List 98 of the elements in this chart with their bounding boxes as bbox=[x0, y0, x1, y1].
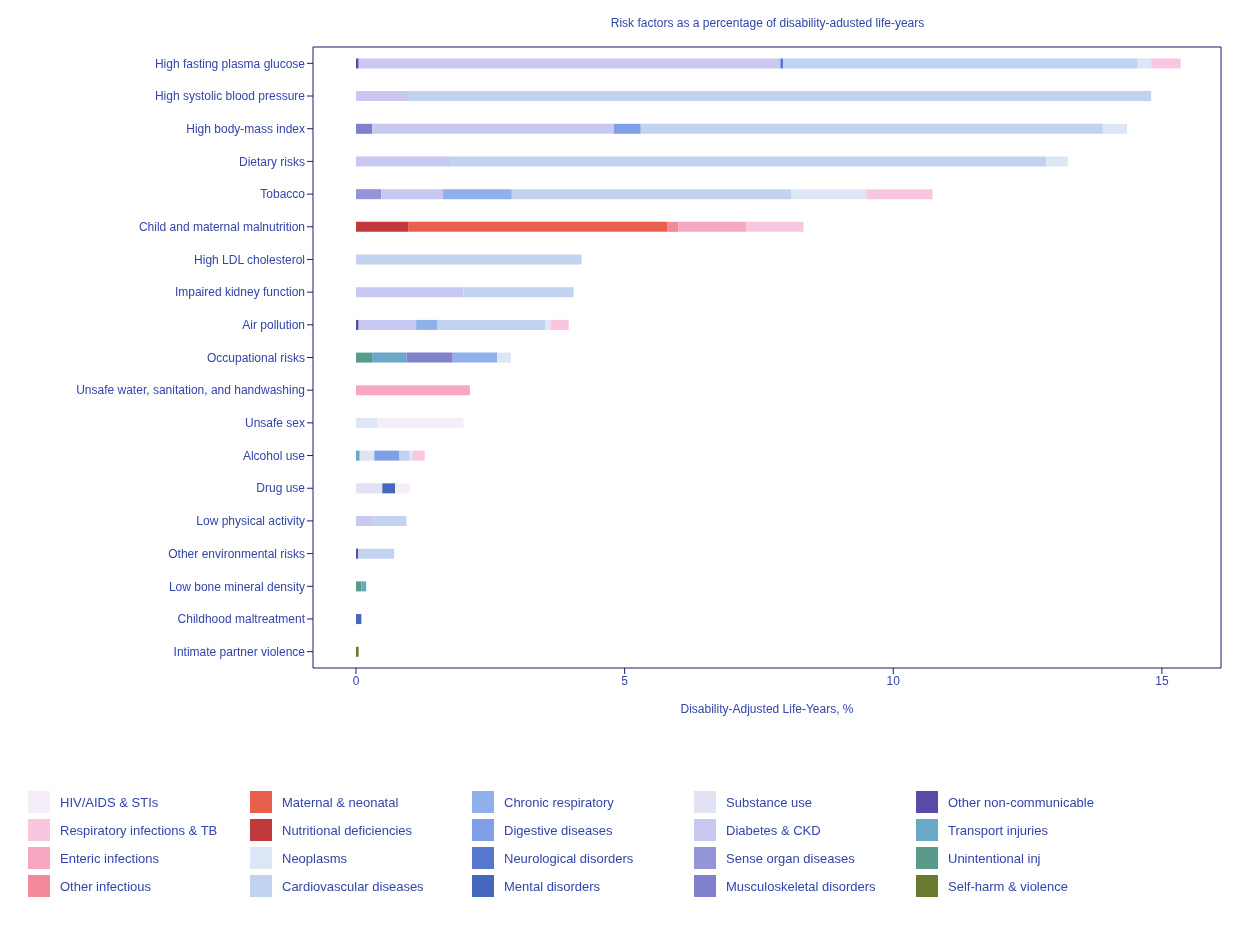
legend-label: Cardiovascular diseases bbox=[282, 878, 424, 894]
y-tick-label: Drug use bbox=[256, 481, 306, 496]
bar bbox=[783, 58, 1138, 69]
bar bbox=[780, 58, 784, 69]
chart-title: Risk factors as a percentage of disability-adusted life-years bbox=[609, 15, 926, 32]
legend-label: Other infectious bbox=[60, 878, 152, 894]
bar bbox=[355, 483, 383, 494]
bar bbox=[355, 417, 378, 428]
bar bbox=[511, 189, 792, 200]
bar bbox=[1151, 58, 1181, 69]
bar bbox=[382, 483, 396, 494]
y-tick-label: High systolic blood pressure bbox=[154, 89, 306, 104]
bar bbox=[1046, 156, 1068, 167]
y-tick-label: High body-mass index bbox=[186, 121, 305, 136]
legend-label: Neurological disorders bbox=[504, 850, 634, 866]
bar bbox=[374, 450, 400, 461]
bar bbox=[408, 221, 668, 232]
bar bbox=[1102, 123, 1127, 134]
bar bbox=[667, 221, 679, 232]
x-tick-label: 5 bbox=[621, 673, 629, 688]
bar bbox=[361, 581, 367, 592]
bar bbox=[355, 221, 409, 232]
legend-label: Other non-communicable bbox=[948, 794, 1094, 810]
y-tick-label: Impaired kidney function bbox=[174, 285, 305, 300]
y-tick-label: Low bone mineral density bbox=[168, 579, 305, 594]
legend-label: Transport injuries bbox=[948, 822, 1048, 838]
x-tick-label: 15 bbox=[1155, 673, 1169, 688]
legend-label: Musculoskeletal disorders bbox=[726, 878, 876, 894]
legend-label: Mental disorders bbox=[504, 878, 601, 894]
bar bbox=[355, 646, 359, 657]
x-tick-label: 0 bbox=[352, 673, 360, 688]
legend-label: Nutritional deficiencies bbox=[282, 822, 413, 838]
bar bbox=[416, 319, 438, 330]
legend-label: Respiratory infections & TB bbox=[60, 822, 218, 838]
bar bbox=[358, 548, 395, 559]
bar bbox=[381, 189, 444, 200]
bar bbox=[377, 417, 464, 428]
bar bbox=[355, 123, 373, 134]
legend-label: Substance use bbox=[726, 794, 813, 810]
y-tick-label: Tobacco bbox=[260, 187, 306, 202]
bar bbox=[355, 319, 359, 330]
bar bbox=[640, 123, 1103, 134]
bar bbox=[678, 221, 747, 232]
bar bbox=[1137, 58, 1152, 69]
bar bbox=[355, 450, 360, 461]
bar bbox=[746, 221, 804, 232]
legend-label: Diabetes & CKD bbox=[726, 822, 821, 838]
legend-label: HIV/AIDS & STIs bbox=[60, 794, 159, 810]
bar bbox=[452, 352, 498, 363]
x-tick-label: 10 bbox=[886, 673, 901, 688]
legend-label: Digestive diseases bbox=[504, 822, 613, 838]
bar bbox=[866, 189, 933, 200]
bar bbox=[355, 58, 359, 69]
legend-label: Sense organ diseases bbox=[726, 850, 855, 866]
bar bbox=[358, 319, 417, 330]
bar bbox=[443, 189, 512, 200]
y-tick-label: Low physical activity bbox=[196, 514, 305, 529]
bar bbox=[355, 189, 382, 200]
legend-label: Maternal & neonatal bbox=[282, 794, 399, 810]
y-tick-label: Childhood maltreatment bbox=[177, 612, 306, 627]
bar bbox=[497, 352, 511, 363]
bar bbox=[406, 352, 453, 363]
y-tick-label: Other environmental risks bbox=[168, 546, 305, 561]
y-tick-label: High fasting plasma glucose bbox=[154, 56, 306, 71]
bar bbox=[372, 123, 614, 134]
bar bbox=[355, 385, 470, 396]
bar bbox=[395, 483, 410, 494]
legend-label: Self-harm & violence bbox=[948, 878, 1068, 894]
x-axis-title: Disability-Adjusted Life-Years, % bbox=[680, 702, 854, 716]
bar bbox=[355, 254, 582, 265]
y-tick-label: Alcohol use bbox=[242, 448, 306, 463]
y-tick-label: Child and maternal malnutrition bbox=[138, 220, 305, 235]
bar bbox=[355, 614, 362, 625]
bar bbox=[355, 352, 373, 363]
bar bbox=[613, 123, 641, 134]
y-tick-label: Air pollution bbox=[242, 318, 305, 333]
bar bbox=[399, 450, 410, 461]
bar bbox=[412, 450, 425, 461]
legend-label: Chronic respiratory bbox=[504, 794, 614, 810]
y-tick-label: Dietary risks bbox=[238, 154, 305, 169]
y-tick-label: Unsafe sex bbox=[244, 416, 305, 431]
bar bbox=[358, 58, 781, 69]
y-tick-label: Intimate partner violence bbox=[173, 644, 306, 659]
y-tick-label: High LDL cholesterol bbox=[194, 252, 305, 267]
legend-label: Unintentional inj bbox=[948, 850, 1041, 866]
bar bbox=[359, 450, 375, 461]
bar bbox=[372, 352, 407, 363]
bar bbox=[409, 450, 413, 461]
bar bbox=[550, 319, 569, 330]
bar bbox=[791, 189, 867, 200]
bar bbox=[545, 319, 551, 330]
bar bbox=[355, 548, 359, 559]
bar bbox=[437, 319, 546, 330]
bar bbox=[355, 581, 362, 592]
legend-label: Enteric infections bbox=[60, 850, 159, 866]
y-tick-label: Unsafe water, sanitation, and handwashing bbox=[76, 383, 305, 398]
y-tick-label: Occupational risks bbox=[206, 350, 305, 365]
legend-label: Neoplasms bbox=[282, 850, 348, 866]
